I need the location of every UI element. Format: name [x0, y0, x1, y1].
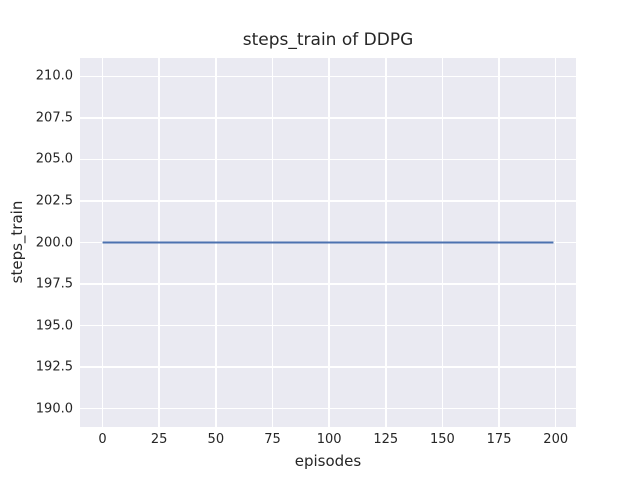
y-axis-label: steps_train [8, 200, 26, 284]
y-gridline [80, 324, 576, 327]
y-gridline [80, 117, 576, 119]
chart-title: steps_train of DDPG [242, 30, 414, 50]
y-gridline [80, 366, 576, 368]
x-tick-label: 125 [373, 432, 399, 447]
x-tick-label: 50 [207, 432, 225, 447]
plot-area [80, 58, 576, 427]
y-tick-label: 192.5 [35, 359, 73, 375]
y-gridline [80, 200, 576, 202]
series-lines [102, 241, 554, 244]
x-axis-label: episodes [294, 452, 362, 470]
y-tick-label: 205.0 [35, 151, 73, 167]
y-gridline [80, 158, 576, 161]
y-tick-label: 200.0 [35, 235, 73, 250]
x-tick-label: 0 [98, 432, 107, 447]
y-gridline [80, 283, 576, 285]
y-gridline [80, 407, 576, 410]
y-tick-label: 195.0 [35, 318, 73, 334]
y-tick-label: 190.0 [35, 401, 73, 417]
y-tick-label: 197.5 [35, 276, 73, 292]
x-tick-label: 75 [264, 432, 281, 447]
x-tick-label: 25 [150, 432, 168, 447]
y-tick-label: 207.5 [35, 110, 73, 126]
x-tick-label: 200 [543, 432, 569, 447]
x-tick-label: 175 [486, 432, 512, 447]
y-tick-label: 210.0 [35, 68, 73, 84]
y-gridline [80, 75, 576, 78]
x-tick-label: 100 [316, 432, 342, 447]
y-tick-label: 202.5 [35, 193, 73, 209]
x-tick-label: 150 [430, 432, 455, 447]
